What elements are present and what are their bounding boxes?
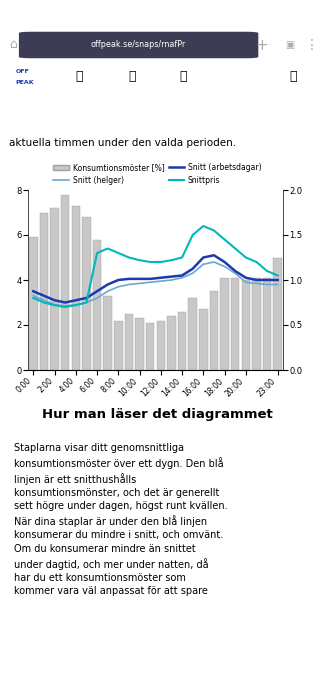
Text: ▣: ▣ <box>285 40 295 50</box>
Bar <box>40 213 48 370</box>
Text: Detta är ett snapshot av ett hem i Mellansverige från 2024-
01-01 till 2024-02-0: Detta är ett snapshot av ett hem i Mella… <box>22 100 293 120</box>
Bar <box>114 321 123 370</box>
Bar <box>210 291 218 370</box>
Text: Staplarna visar ditt genomsnittliga
konsumtionsmöster över ett dygn. Den blå
lin: Staplarna visar ditt genomsnittliga kons… <box>14 443 228 596</box>
Text: 📸: 📸 <box>179 69 186 83</box>
Bar <box>72 206 80 370</box>
Bar <box>231 278 239 370</box>
Legend: Konsumtionsmöster [%], Snitt (helger), Snitt (arbetsdagar), Snittpris: Konsumtionsmöster [%], Snitt (helger), S… <box>54 163 261 185</box>
Text: 22:03: 22:03 <box>16 9 44 19</box>
Bar <box>125 314 133 370</box>
Text: +: + <box>255 38 268 52</box>
Bar <box>242 280 250 370</box>
Bar <box>103 295 112 370</box>
Bar <box>178 312 186 370</box>
Bar <box>82 217 91 370</box>
Text: OFF: OFF <box>16 69 30 74</box>
Text: PEAK: PEAK <box>16 80 34 85</box>
Bar <box>93 239 101 370</box>
Bar <box>199 309 208 370</box>
Bar <box>146 323 154 370</box>
Bar <box>220 278 229 370</box>
Bar <box>167 316 176 370</box>
Bar <box>50 208 59 370</box>
Bar <box>263 278 271 370</box>
Bar <box>135 318 144 370</box>
Bar <box>273 258 282 370</box>
Text: ⌂: ⌂ <box>9 38 17 52</box>
Text: 👋: 👋 <box>289 69 297 83</box>
Text: Hur man läser det diagrammet: Hur man läser det diagrammet <box>42 408 273 421</box>
Bar <box>157 321 165 370</box>
Text: ⋮: ⋮ <box>305 38 315 52</box>
Text: offpeak.se/snaps/rnafPr: offpeak.se/snaps/rnafPr <box>91 40 186 49</box>
FancyBboxPatch shape <box>19 32 258 58</box>
Text: 📊: 📊 <box>129 69 136 83</box>
Text: aktuella timmen under den valda perioden.: aktuella timmen under den valda perioden… <box>9 137 237 148</box>
Bar <box>252 278 261 370</box>
Bar <box>29 237 37 370</box>
Bar <box>188 298 197 370</box>
Text: 🙂: 🙂 <box>75 69 83 83</box>
Text: 🔋14%: 🔋14% <box>278 10 299 18</box>
Bar <box>61 195 69 370</box>
